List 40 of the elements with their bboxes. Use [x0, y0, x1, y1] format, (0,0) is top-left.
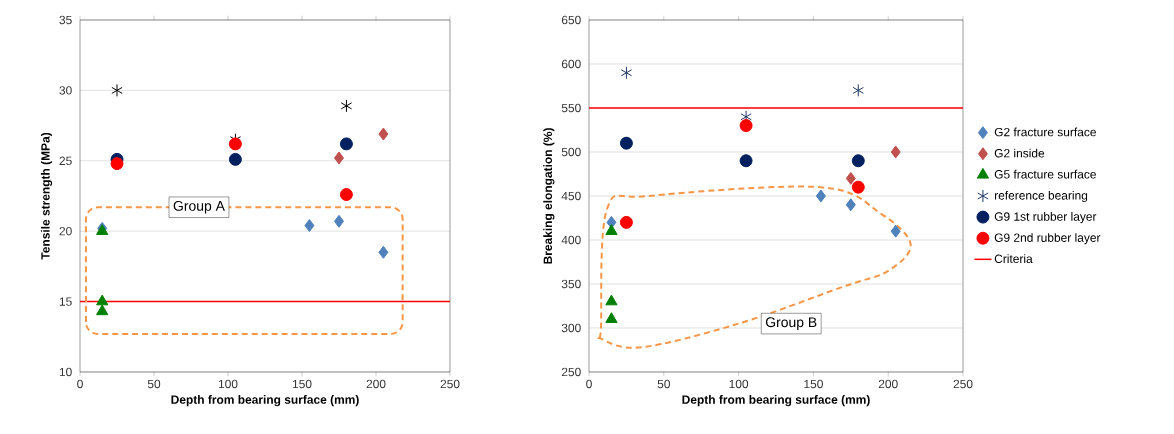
y-tick-label: 250 [561, 367, 581, 377]
x-tick-label: 150 [804, 379, 823, 389]
y-tick-label: 15 [59, 297, 72, 306]
x-tick-label: 200 [366, 379, 386, 389]
y-tick-label: 20 [59, 226, 72, 236]
legend-label: G5 fracture surface [994, 169, 1096, 179]
x-tick-label: 250 [440, 379, 460, 389]
x-tick-label: 200 [878, 379, 898, 389]
annotation: Group B [765, 317, 817, 330]
y-axis-title: Tensile strength (MPa) [40, 132, 53, 260]
y-axis-title: Breaking elongation (%) [543, 128, 555, 264]
y-tick-label: 35 [59, 15, 72, 25]
x-tick-label: 250 [953, 379, 973, 389]
x-axis-title: Depth from bearing surface (mm) [682, 395, 870, 407]
legend-label: G2 fracture surface [994, 127, 1096, 137]
x-axis-title: Depth from bearing surface (mm) [171, 395, 359, 407]
annotation: Group A [173, 200, 225, 214]
y-tick-label: 30 [59, 86, 72, 95]
y-tick-label: 25 [59, 156, 72, 166]
x-tick-label: 50 [657, 379, 670, 389]
x-tick-label: 150 [292, 379, 312, 389]
y-tick-label: 650 [561, 15, 581, 25]
legend-label: Criteria [994, 254, 1033, 264]
y-tick-label: 350 [561, 279, 581, 289]
legend-label: G9 2nd rubber layer [994, 233, 1101, 245]
x-tick-label: 100 [218, 379, 238, 389]
x-tick-label: 0 [586, 379, 592, 389]
x-tick-label: 100 [729, 379, 749, 389]
x-tick-label: 50 [147, 379, 161, 389]
y-tick-label: 10 [59, 367, 72, 377]
y-tick-label: 400 [561, 235, 581, 245]
y-tick-label: 550 [561, 103, 581, 113]
x-tick-label: 0 [77, 379, 83, 389]
legend-label: G2 inside [994, 148, 1045, 158]
legend-label: G9 1st rubber layer [994, 212, 1097, 224]
y-tick-label: 500 [561, 147, 581, 157]
legend-label: reference bearing [994, 190, 1088, 203]
y-tick-label: 600 [561, 59, 581, 69]
y-tick-label: 450 [561, 191, 581, 201]
y-tick-label: 300 [561, 323, 581, 333]
